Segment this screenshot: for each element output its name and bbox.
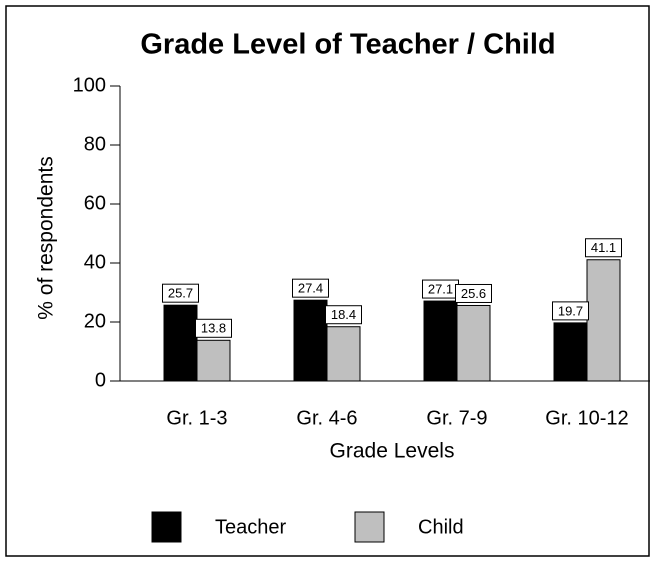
bar bbox=[456, 304, 491, 382]
legend-label: Teacher bbox=[215, 516, 286, 538]
value-label-box bbox=[552, 301, 589, 321]
bar bbox=[423, 300, 458, 382]
y-tick-label: 40 bbox=[84, 251, 106, 273]
bar bbox=[293, 299, 328, 382]
value-label: 19.7 bbox=[558, 303, 583, 318]
y-tick-label: 0 bbox=[95, 369, 106, 391]
y-tick-label: 60 bbox=[84, 192, 106, 214]
value-label: 27.4 bbox=[298, 281, 323, 296]
value-label: 25.7 bbox=[168, 286, 193, 301]
bar bbox=[163, 304, 198, 382]
legend-label: Child bbox=[418, 516, 464, 538]
value-label-box bbox=[585, 238, 622, 258]
x-axis-label: Grade Levels bbox=[330, 440, 455, 463]
bar bbox=[553, 322, 588, 382]
y-tick-label: 80 bbox=[84, 133, 106, 155]
bar bbox=[586, 259, 621, 382]
y-tick-label: 20 bbox=[84, 310, 106, 332]
x-tick-label: Gr. 10-12 bbox=[545, 407, 628, 429]
legend-swatch bbox=[151, 511, 182, 543]
bar bbox=[196, 339, 231, 382]
value-label: 25.6 bbox=[461, 286, 486, 301]
value-label: 13.8 bbox=[201, 321, 226, 336]
x-tick-label: Gr. 7-9 bbox=[426, 407, 487, 429]
y-axis-label: % of respondents bbox=[35, 156, 58, 319]
value-label-box bbox=[325, 305, 362, 325]
y-tick-label: 100 bbox=[73, 74, 106, 96]
x-tick-label: Gr. 4-6 bbox=[296, 407, 357, 429]
value-label: 27.1 bbox=[428, 281, 453, 296]
value-label-box bbox=[455, 283, 492, 303]
value-label-box bbox=[292, 278, 329, 298]
chart-title: Grade Level of Teacher / Child bbox=[140, 29, 555, 61]
bar bbox=[326, 326, 361, 382]
value-label: 18.4 bbox=[331, 307, 356, 322]
value-label-box bbox=[162, 283, 199, 303]
legend-swatch bbox=[354, 511, 385, 543]
value-label-box bbox=[195, 318, 232, 338]
value-label: 41.1 bbox=[591, 240, 616, 255]
x-tick-label: Gr. 1-3 bbox=[166, 407, 227, 429]
